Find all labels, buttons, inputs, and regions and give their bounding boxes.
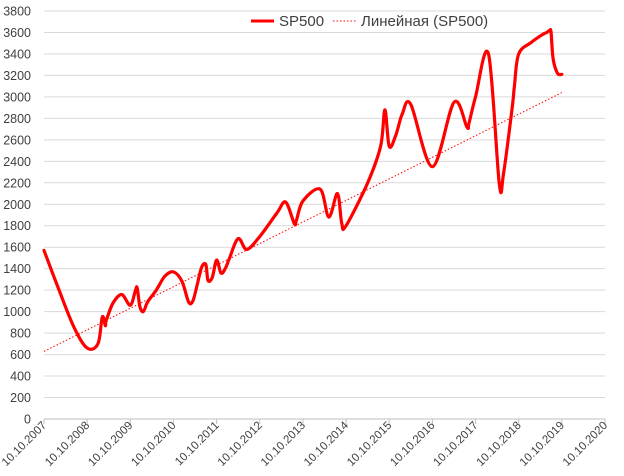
x-tick-label: 10.10.2007 [0, 420, 49, 469]
y-tick-label: 1600 [3, 241, 31, 255]
series-group [42, 27, 564, 352]
y-tick-label: 3000 [3, 90, 31, 104]
x-tick-label: 10.10.2010 [129, 420, 178, 469]
y-tick-label: 3600 [3, 26, 31, 40]
y-tick-label: 3800 [3, 5, 31, 19]
y-tick-label: 200 [10, 391, 31, 405]
x-tick-label: 10.10.2012 [216, 420, 265, 469]
x-tick-label: 10.10.2015 [345, 420, 394, 469]
x-tick-label: 10.10.2019 [518, 420, 567, 469]
y-tick-label: 2400 [3, 155, 31, 169]
legend: SP500 Линейная (SP500) [251, 13, 488, 30]
y-tick-label: 0 [24, 413, 31, 427]
y-tick-label: 1800 [3, 219, 31, 233]
x-tick-label: 10.10.2008 [43, 420, 92, 469]
y-tick-label: 1200 [3, 284, 31, 298]
series-line-sp500 [42, 27, 564, 351]
x-tick-label: 10.10.2020 [561, 420, 610, 469]
x-tick-label: 10.10.2009 [86, 420, 135, 469]
legend-label-trendline: Линейная (SP500) [361, 13, 488, 30]
y-tick-label: 2600 [3, 133, 31, 147]
y-tick-label: 600 [10, 348, 31, 362]
x-tick-label: 10.10.2016 [388, 420, 437, 469]
y-axis-ticks: 0 200 400 600 800 1000 1200 1400 1600 1800 2000 220… [3, 5, 31, 427]
y-tick-label: 1000 [3, 305, 31, 319]
x-tick-label: 10.10.2014 [302, 419, 352, 469]
x-axis-ticks: 10.10.200710.10.200810.10.200910.10.2010… [0, 419, 610, 469]
y-tick-label: 3200 [3, 69, 31, 83]
y-tick-label: 2800 [3, 112, 31, 126]
x-tick-label: 10.10.2017 [431, 420, 480, 469]
y-tick-label: 2000 [3, 198, 31, 212]
y-tick-label: 800 [10, 327, 31, 341]
y-tick-label: 400 [10, 370, 31, 384]
x-tick-label: 10.10.2018 [475, 420, 524, 469]
y-tick-label: 3400 [3, 47, 31, 61]
y-tick-label: 1400 [3, 262, 31, 276]
trendline-sp500 [43, 92, 563, 352]
x-tick-label: 10.10.2011 [173, 420, 222, 469]
y-tick-label: 2200 [3, 176, 31, 190]
legend-label-sp500: SP500 [279, 13, 324, 30]
gridlines [44, 10, 605, 420]
x-tick-label: 10.10.2013 [259, 420, 308, 469]
